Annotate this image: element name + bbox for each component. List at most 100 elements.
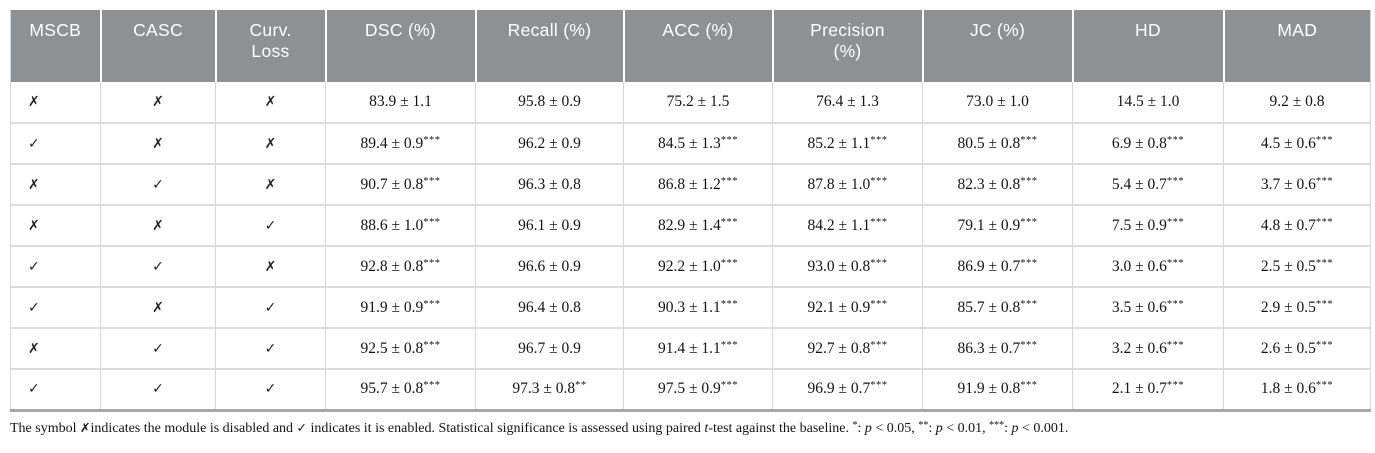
metric-cell-precision: 96.9 ± 0.7***	[772, 368, 923, 410]
significance-stars: ***	[423, 380, 441, 392]
enabled-mark-icon: ✓	[10, 122, 101, 164]
significance-stars: ***	[1020, 134, 1038, 146]
metric-value: 96.4 ± 0.8	[518, 298, 581, 316]
disabled-mark-icon: ✗	[215, 122, 326, 164]
significance-stars: ***	[720, 339, 738, 351]
metric-value: 92.2 ± 1.0	[657, 257, 721, 275]
metric-cell-precision: 76.4 ± 1.3	[772, 82, 923, 123]
metric-value: 3.7 ± 0.6	[1260, 175, 1316, 193]
significance-stars: ***	[1315, 339, 1334, 351]
enabled-mark-icon: ✓	[10, 245, 101, 287]
metric-cell-acc: 91.4 ± 1.1***	[623, 327, 773, 369]
enabled-mark-icon: ✓	[100, 163, 216, 205]
disabled-mark-icon: ✗	[215, 163, 326, 205]
footnote-text-segment: ***	[989, 420, 1005, 431]
significance-stars: ***	[870, 134, 888, 146]
significance-stars: ***	[1315, 257, 1334, 269]
metric-cell-jc: 79.1 ± 0.9***	[922, 204, 1073, 246]
metric-value: 95.7 ± 0.8	[360, 380, 424, 398]
footnote-text-segment: t	[704, 421, 709, 436]
metric-value: 3.0 ± 0.6	[1111, 257, 1167, 275]
disabled-mark-icon: ✗	[100, 286, 216, 328]
metric-cell-acc: 82.9 ± 1.4***	[623, 204, 773, 246]
column-header-mad: MAD	[1222, 10, 1371, 82]
metric-cell-recall: 96.3 ± 0.8	[475, 163, 624, 205]
significance-stars: ***	[1166, 216, 1185, 228]
metric-cell-mad: 2.6 ± 0.5***	[1223, 327, 1371, 369]
metric-cell-jc: 82.3 ± 0.8***	[922, 163, 1073, 205]
metric-value: 3.5 ± 0.6	[1111, 298, 1167, 316]
table-row: ✗ ✗ ✓ 88.6 ± 1.0*** 96.1 ± 0.9 82.9 ± 1.4*** 8…	[10, 204, 1371, 246]
metric-value: 9.2 ± 0.8	[1269, 93, 1325, 110]
metric-cell-hd: 6.9 ± 0.8***	[1072, 122, 1224, 164]
disabled-mark-icon: ✗	[100, 122, 216, 164]
significance-stars: ***	[720, 175, 738, 187]
metric-value: 7.5 ± 0.9	[1111, 216, 1167, 234]
table-row: ✓ ✗ ✓ 91.9 ± 0.9*** 96.4 ± 0.8 90.3 ± 1.1*** 9…	[10, 286, 1371, 328]
footnote-text-segment: :	[857, 421, 865, 436]
metric-value: 2.5 ± 0.5	[1260, 257, 1316, 275]
metric-cell-mad: 2.9 ± 0.5***	[1223, 286, 1371, 328]
significance-stars: ***	[423, 257, 441, 269]
metric-cell-jc: 73.0 ± 1.0	[922, 82, 1073, 123]
metric-value: 89.4 ± 0.9	[360, 134, 424, 152]
footnote-text-segment: < 0.001.	[1018, 421, 1069, 436]
column-header-recall: Recall (%)	[474, 10, 624, 82]
metric-value: 86.3 ± 0.7	[957, 339, 1021, 357]
metric-cell-mad: 4.5 ± 0.6***	[1223, 122, 1371, 164]
metric-cell-jc: 91.9 ± 0.8***	[922, 368, 1073, 410]
table-row: ✗ ✗ ✗ 83.9 ± 1.1 95.8 ± 0.9 75.2 ± 1.5 76.4 ± …	[10, 82, 1371, 123]
metric-value: 6.9 ± 0.8	[1111, 134, 1167, 152]
metric-value: 87.8 ± 1.0	[807, 175, 871, 193]
metric-value: 91.9 ± 0.8	[957, 380, 1021, 398]
metric-value: 80.5 ± 0.8	[957, 134, 1021, 152]
metric-cell-dsc: 92.8 ± 0.8***	[325, 245, 476, 287]
metric-cell-dsc: 95.7 ± 0.8***	[325, 368, 476, 410]
significance-stars: ***	[1166, 175, 1185, 187]
significance-stars: ***	[1315, 175, 1334, 187]
metric-value: 86.8 ± 1.2	[657, 175, 721, 193]
footnote-text-segment: indicates it is enabled. Statistical sig…	[307, 421, 705, 436]
column-header-curv-loss: Curv. Loss	[214, 10, 326, 82]
footnote-text-segment: *	[852, 420, 858, 431]
column-header-jc: JC (%)	[921, 10, 1073, 82]
significance-stars: ***	[720, 380, 738, 392]
metric-cell-hd: 3.5 ± 0.6***	[1072, 286, 1224, 328]
metric-value: 97.3 ± 0.8	[512, 380, 576, 398]
metric-cell-precision: 92.1 ± 0.9***	[772, 286, 923, 328]
metric-cell-hd: 14.5 ± 1.0	[1072, 82, 1224, 123]
metric-value: 97.5 ± 0.9	[657, 380, 721, 398]
table-row: ✗ ✓ ✗ 90.7 ± 0.8*** 96.3 ± 0.8 86.8 ± 1.2*** 8…	[10, 163, 1371, 205]
metric-value: 91.4 ± 1.1	[657, 339, 721, 357]
metric-value: 5.4 ± 0.7	[1111, 175, 1167, 193]
metric-cell-hd: 5.4 ± 0.7***	[1072, 163, 1224, 205]
column-header-acc: ACC (%)	[622, 10, 773, 82]
significance-stars: ***	[1020, 257, 1038, 269]
enabled-mark-icon: ✓	[10, 286, 101, 328]
metric-value: 96.6 ± 0.9	[518, 257, 581, 275]
table-footnote: The symbol ✗indicates the module is disa…	[10, 420, 1370, 437]
enabled-mark-icon: ✓	[100, 327, 216, 369]
table-header: MSCB CASC Curv. Loss DSC (%) Recall (%) ACC (…	[10, 10, 1371, 82]
disabled-mark-icon: ✗	[215, 245, 326, 287]
metric-value: 92.7 ± 0.8	[807, 339, 871, 357]
metric-cell-acc: 84.5 ± 1.3***	[623, 122, 773, 164]
metric-value: 2.1 ± 0.7	[1111, 380, 1167, 398]
metric-cell-dsc: 88.6 ± 1.0***	[325, 204, 476, 246]
metric-value: 85.7 ± 0.8	[957, 298, 1021, 316]
metric-cell-hd: 3.2 ± 0.6***	[1072, 327, 1224, 369]
metric-value: 92.1 ± 0.9	[807, 298, 871, 316]
metric-cell-precision: 92.7 ± 0.8***	[772, 327, 923, 369]
disabled-mark-icon: ✗	[100, 82, 216, 123]
significance-stars: ***	[1020, 298, 1038, 310]
significance-stars: ***	[423, 216, 441, 228]
significance-stars: **	[575, 380, 587, 392]
significance-stars: ***	[1315, 216, 1334, 228]
significance-stars: ***	[1020, 380, 1038, 392]
metric-cell-recall: 96.2 ± 0.9	[475, 122, 624, 164]
metric-value: 84.2 ± 1.1	[807, 216, 871, 234]
significance-stars: ***	[1020, 216, 1038, 228]
metric-value: 90.3 ± 1.1	[657, 298, 721, 316]
significance-stars: ***	[870, 175, 888, 187]
significance-stars: ***	[720, 216, 738, 228]
